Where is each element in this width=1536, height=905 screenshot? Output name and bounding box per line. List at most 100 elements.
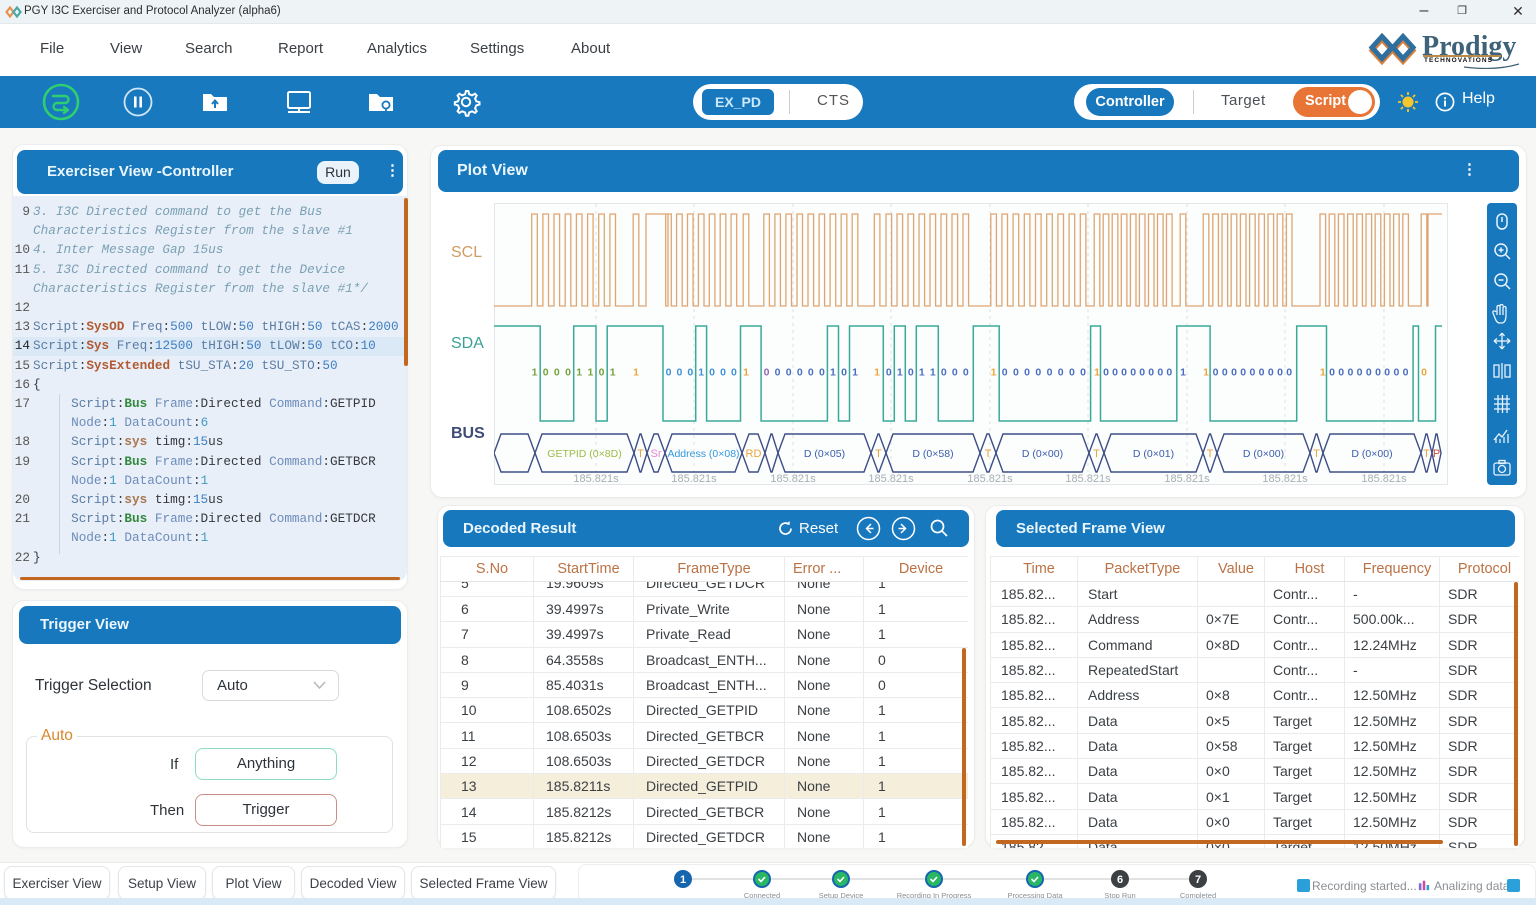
svg-text:1: 1 <box>1094 367 1100 379</box>
svg-text:0: 0 <box>687 367 693 379</box>
svg-text:0: 0 <box>1080 367 1086 379</box>
svg-text:D (0×01): D (0×01) <box>1133 448 1174 460</box>
svg-text:1: 1 <box>874 367 880 379</box>
svg-text:0: 0 <box>709 367 715 379</box>
svg-text:T: T <box>1313 448 1320 460</box>
svg-text:0: 0 <box>1139 367 1145 379</box>
svg-text:185.821s: 185.821s <box>1065 473 1111 485</box>
svg-text:Processing Data: Processing Data <box>1007 891 1063 900</box>
svg-text:GETPID (0×8D): GETPID (0×8D) <box>547 448 621 460</box>
svg-text:0: 0 <box>1035 367 1041 379</box>
svg-text:185.821s: 185.821s <box>671 473 717 485</box>
svg-text:T: T <box>1207 448 1214 460</box>
svg-text:Connected: Connected <box>744 891 780 900</box>
svg-text:0: 0 <box>1375 367 1381 379</box>
svg-text:7: 7 <box>1195 874 1201 886</box>
svg-text:0: 0 <box>908 367 914 379</box>
svg-text:0: 0 <box>1421 367 1427 379</box>
svg-text:0: 0 <box>1347 367 1353 379</box>
svg-text:0: 0 <box>1329 367 1335 379</box>
svg-text:1: 1 <box>633 367 639 379</box>
svg-text:0: 0 <box>1357 367 1363 379</box>
svg-text:0: 0 <box>554 367 560 379</box>
svg-text:185.821s: 185.821s <box>1262 473 1308 485</box>
svg-text:D (0×00): D (0×00) <box>1022 448 1063 460</box>
svg-text:0: 0 <box>808 367 814 379</box>
svg-text:0: 0 <box>764 367 770 379</box>
svg-text:D (0×00): D (0×00) <box>1351 448 1392 460</box>
svg-text:0: 0 <box>1069 367 1075 379</box>
svg-text:1: 1 <box>743 367 749 379</box>
svg-text:185.821s: 185.821s <box>967 473 1013 485</box>
svg-text:Address (0×08): Address (0×08) <box>667 448 739 460</box>
svg-text:Sr: Sr <box>651 448 662 460</box>
svg-text:D (0×00): D (0×00) <box>1243 448 1284 460</box>
svg-text:T: T <box>875 448 882 460</box>
svg-text:1: 1 <box>610 367 616 379</box>
svg-text:0: 0 <box>1366 367 1372 379</box>
svg-text:0: 0 <box>1002 367 1008 379</box>
svg-text:0: 0 <box>786 367 792 379</box>
svg-text:D (0×58): D (0×58) <box>912 448 953 460</box>
svg-text:0: 0 <box>731 367 737 379</box>
svg-text:0: 0 <box>1103 367 1109 379</box>
svg-text:185.821s: 185.821s <box>1164 473 1210 485</box>
svg-text:0: 0 <box>1259 367 1265 379</box>
svg-text:0: 0 <box>1403 367 1409 379</box>
svg-text:T: T <box>1093 448 1100 460</box>
svg-text:0: 0 <box>1157 367 1163 379</box>
svg-text:185.821s: 185.821s <box>1361 473 1407 485</box>
svg-text:0: 0 <box>1166 367 1172 379</box>
svg-text:1: 1 <box>532 367 538 379</box>
svg-text:0: 0 <box>1268 367 1274 379</box>
svg-text:0: 0 <box>565 367 571 379</box>
svg-text:0: 0 <box>1130 367 1136 379</box>
svg-text:0: 0 <box>666 367 672 379</box>
svg-text:0: 0 <box>775 367 781 379</box>
svg-text:1: 1 <box>698 367 704 379</box>
svg-text:1: 1 <box>830 367 836 379</box>
svg-text:Stop Run: Stop Run <box>1104 891 1135 900</box>
svg-text:0: 0 <box>1222 367 1228 379</box>
svg-text:0: 0 <box>1286 367 1292 379</box>
svg-text:0: 0 <box>797 367 803 379</box>
svg-text:0: 0 <box>1393 367 1399 379</box>
svg-text:T: T <box>637 448 644 460</box>
svg-text:1: 1 <box>680 874 686 886</box>
svg-text:0: 0 <box>720 367 726 379</box>
svg-text:T: T <box>985 448 992 460</box>
svg-text:0: 0 <box>841 367 847 379</box>
svg-text:0: 0 <box>1213 367 1219 379</box>
svg-text:1: 1 <box>991 367 997 379</box>
svg-text:0: 0 <box>1047 367 1053 379</box>
svg-text:0: 0 <box>543 367 549 379</box>
svg-text:0: 0 <box>1338 367 1344 379</box>
svg-text:0: 0 <box>1277 367 1283 379</box>
svg-text:185.821s: 185.821s <box>868 473 914 485</box>
svg-text:0: 0 <box>1121 367 1127 379</box>
svg-text:0: 0 <box>819 367 825 379</box>
svg-text:1: 1 <box>897 367 903 379</box>
svg-text:0: 0 <box>952 367 958 379</box>
svg-text:0: 0 <box>941 367 947 379</box>
svg-text:RD: RD <box>746 448 762 460</box>
svg-text:0: 0 <box>1231 367 1237 379</box>
svg-text:0: 0 <box>676 367 682 379</box>
svg-text:0: 0 <box>599 367 605 379</box>
svg-text:0: 0 <box>1013 367 1019 379</box>
svg-text:Completed: Completed <box>1180 891 1216 900</box>
svg-text:0: 0 <box>1112 367 1118 379</box>
svg-text:6: 6 <box>1117 874 1123 886</box>
svg-text:0: 0 <box>1024 367 1030 379</box>
svg-text:1: 1 <box>930 367 936 379</box>
svg-text:0: 0 <box>1249 367 1255 379</box>
svg-text:Recording In Progress: Recording In Progress <box>897 891 972 900</box>
svg-text:T: T <box>1423 448 1430 460</box>
svg-text:0: 0 <box>963 367 969 379</box>
svg-text:1: 1 <box>576 367 582 379</box>
svg-text:D (0×05): D (0×05) <box>804 448 845 460</box>
svg-text:1: 1 <box>587 367 593 379</box>
svg-text:1: 1 <box>1203 367 1209 379</box>
svg-text:1: 1 <box>1180 367 1186 379</box>
svg-text:0: 0 <box>1240 367 1246 379</box>
